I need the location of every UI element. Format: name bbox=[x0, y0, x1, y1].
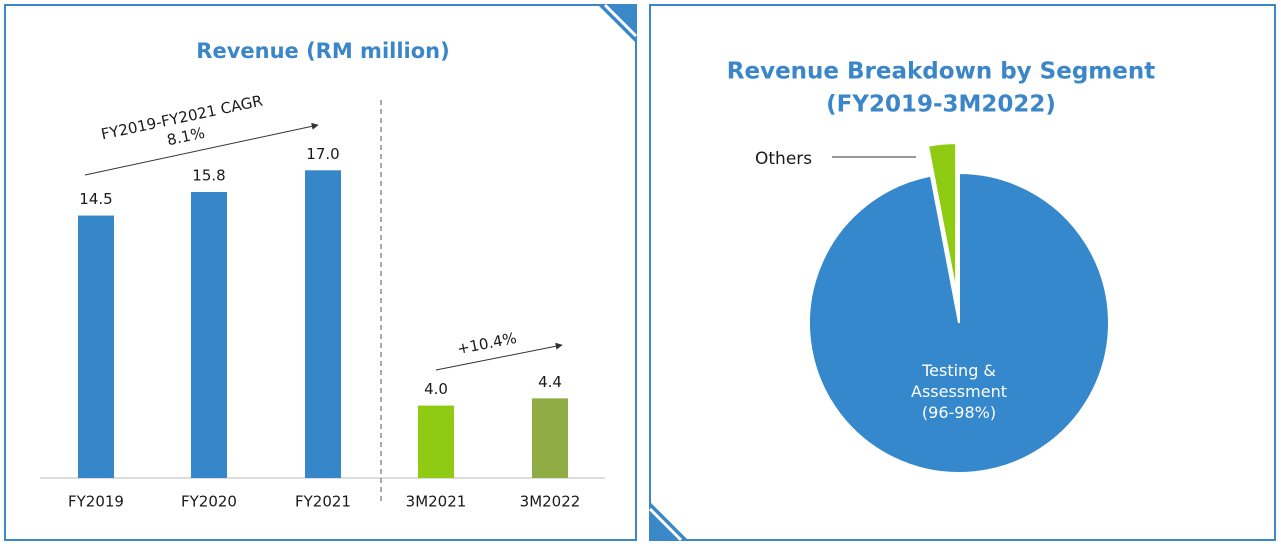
chart-title: Revenue (RM million) bbox=[196, 39, 449, 63]
corner bbox=[598, 5, 636, 43]
x-tick-label: 3M2021 bbox=[406, 493, 467, 511]
arrow bbox=[84, 122, 319, 176]
chart-title: Revenue Breakdown by Segment bbox=[727, 59, 1155, 85]
value-label: 4.4 bbox=[538, 373, 562, 391]
corner-line bbox=[648, 507, 683, 542]
arrow bbox=[435, 342, 563, 371]
slice-label: Others bbox=[755, 149, 812, 169]
value-label: 15.8 bbox=[192, 167, 225, 185]
x-tick-label: FY2020 bbox=[181, 493, 237, 511]
x-tick-label: FY2021 bbox=[295, 493, 351, 511]
annotation: +10.4% bbox=[456, 329, 519, 358]
value-label: 14.5 bbox=[79, 190, 112, 208]
pie-slice bbox=[926, 142, 958, 294]
bar bbox=[532, 398, 568, 478]
bar bbox=[305, 170, 341, 479]
corner bbox=[650, 502, 688, 540]
corner-line bbox=[603, 3, 638, 38]
panel bbox=[4, 4, 637, 541]
chart-title: (FY2019-3M2022) bbox=[826, 92, 1056, 118]
pie bbox=[808, 142, 1110, 474]
value-label: 17.0 bbox=[306, 145, 339, 163]
pie-slice bbox=[808, 171, 1110, 474]
x-tick-label: FY2019 bbox=[68, 493, 124, 511]
bar bbox=[78, 215, 114, 479]
panel bbox=[649, 4, 1276, 541]
bar bbox=[191, 192, 227, 478]
value-label: 4.0 bbox=[424, 380, 448, 398]
x-tick-label: 3M2022 bbox=[520, 493, 581, 511]
slice-label: Testing & Assessment (96-98%) bbox=[911, 361, 1007, 422]
bar bbox=[418, 405, 454, 478]
